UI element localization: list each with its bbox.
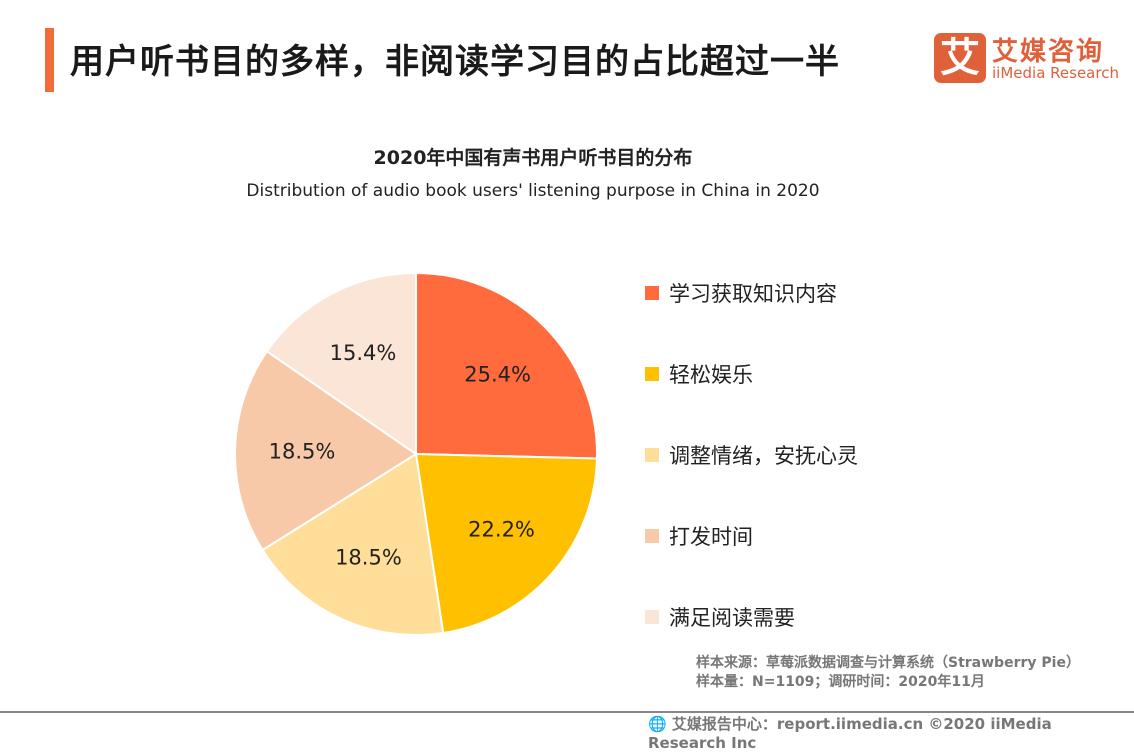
globe-icon: 🌐: [648, 715, 672, 733]
data-label: 18.5%: [335, 546, 402, 570]
legend-swatch: [645, 610, 659, 624]
legend-item: 调整情绪，安抚心灵: [640, 440, 858, 521]
logo-mark: 艾: [934, 33, 986, 83]
logo-cn: 艾媒咨询: [992, 37, 1105, 67]
legend-label: 学习获取知识内容: [669, 282, 837, 306]
footer: 🌐 艾媒报告中心：report.iimedia.cn ©2020 iiMedia…: [648, 713, 1134, 752]
legend-label: 轻松娱乐: [669, 363, 753, 387]
sample-line: 样本量：N=1109；调研时间：2020年11月: [696, 674, 985, 690]
data-label: 18.5%: [269, 439, 336, 463]
footer-divider: [0, 711, 1134, 713]
source-note: 样本来源：草莓派数据调查与计算系统（Strawberry Pie） 样本量：N=…: [696, 654, 1080, 692]
footer-text: 艾媒报告中心：report.iimedia.cn ©2020 iiMedia R…: [648, 715, 1052, 752]
pie-slice: [234, 349, 418, 552]
legend-label: 满足阅读需要: [669, 606, 795, 630]
data-label: 15.4%: [330, 341, 397, 365]
pie-slice: [265, 271, 417, 456]
legend-swatch: [645, 286, 659, 300]
legend-swatch: [645, 529, 659, 543]
data-label: 25.4%: [464, 362, 531, 386]
source-line: 样本来源：草莓派数据调查与计算系统（Strawberry Pie）: [696, 655, 1080, 671]
legend-item: 打发时间: [640, 521, 858, 602]
pie-slice: [261, 452, 445, 636]
pie-slice: [414, 452, 598, 635]
title-accent-bar: [45, 28, 54, 92]
legend-item: 轻松娱乐: [640, 359, 858, 440]
legend-item: 学习获取知识内容: [640, 278, 858, 359]
pie-slice: [415, 271, 598, 460]
legend-swatch: [645, 448, 659, 462]
legend-label: 打发时间: [669, 525, 753, 549]
legend-swatch: [645, 367, 659, 381]
chart-title: 2020年中国有声书用户听书目的分布: [373, 147, 693, 169]
logo-en: iiMedia Research: [992, 64, 1119, 82]
data-label: 22.2%: [468, 517, 535, 541]
page-title: 用户听书目的多样，非阅读学习目的占比超过一半: [70, 42, 840, 82]
iimedia-logo: 艾 艾媒咨询 iiMedia Research: [934, 33, 1130, 89]
legend-item: 满足阅读需要: [640, 602, 858, 683]
chart-subtitle: Distribution of audio book users' listen…: [246, 181, 820, 201]
legend: 学习获取知识内容 轻松娱乐调整情绪，安抚心灵 打发时间满足阅读需要: [640, 278, 858, 683]
legend-label: 调整情绪，安抚心灵: [669, 444, 858, 468]
